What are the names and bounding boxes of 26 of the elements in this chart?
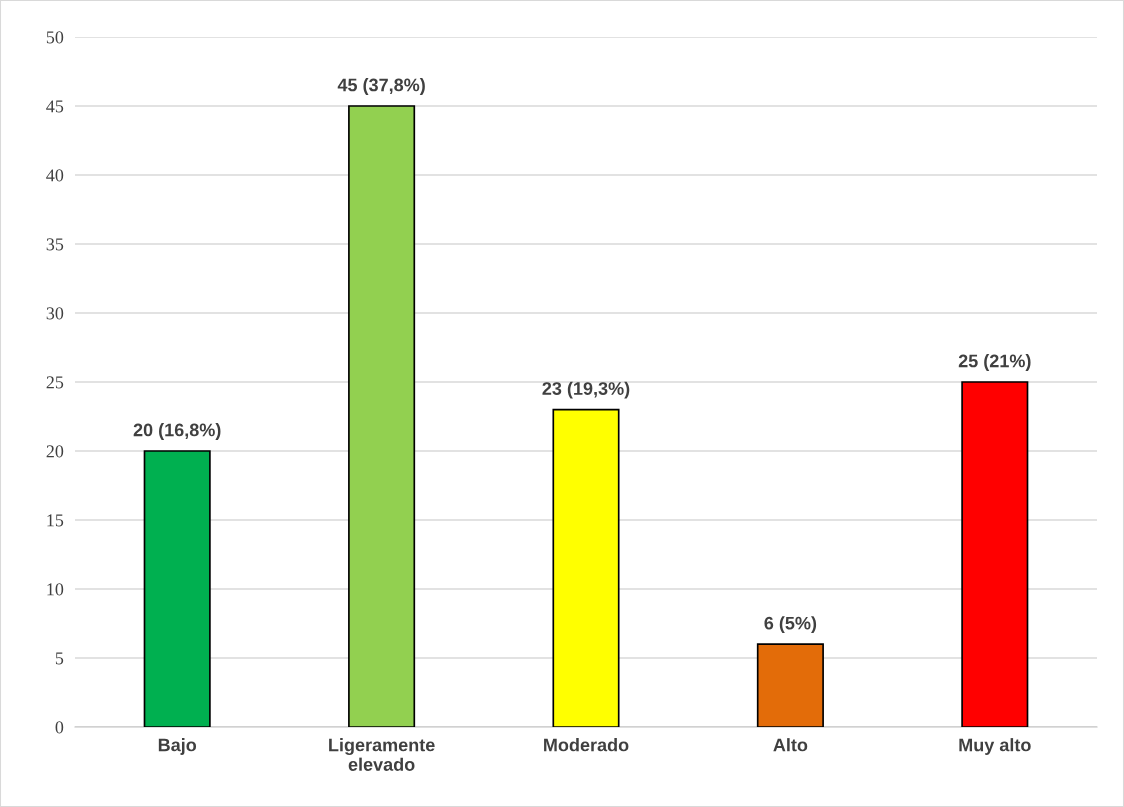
y-tick-label: 30	[46, 307, 64, 320]
data-label: 25 (21%)	[958, 354, 1031, 371]
y-tick-label: 35	[46, 238, 64, 251]
y-tick-label: 50	[46, 31, 64, 44]
data-label: 23 (19,3%)	[542, 381, 630, 399]
data-label: 6 (5%)	[764, 616, 817, 634]
x-tick-label: Ligeramente elevado	[329, 738, 435, 771]
data-label: 20 (16,8%)	[133, 423, 221, 440]
y-tick-label: 40	[46, 169, 64, 182]
y-tick-label: 0	[55, 721, 64, 734]
y-tick-label: 5	[55, 652, 64, 665]
data-label: 45 (37,8%)	[337, 78, 425, 95]
y-tick-label: 25	[46, 376, 64, 389]
x-tick-label: Bajo	[158, 738, 197, 755]
bar	[961, 381, 1029, 727]
bar	[756, 643, 824, 727]
y-tick-label: 20	[46, 445, 64, 458]
x-tick-label: Moderado	[544, 738, 629, 752]
y-tick-label: 10	[47, 583, 64, 596]
bar	[143, 450, 211, 727]
x-tick-label: Muy alto	[959, 738, 1031, 755]
bar	[552, 408, 620, 727]
bar	[348, 105, 416, 727]
y-tick-label: 45	[46, 100, 64, 113]
x-tick-label: Alto	[773, 738, 808, 752]
y-tick-label: 15	[47, 514, 64, 527]
